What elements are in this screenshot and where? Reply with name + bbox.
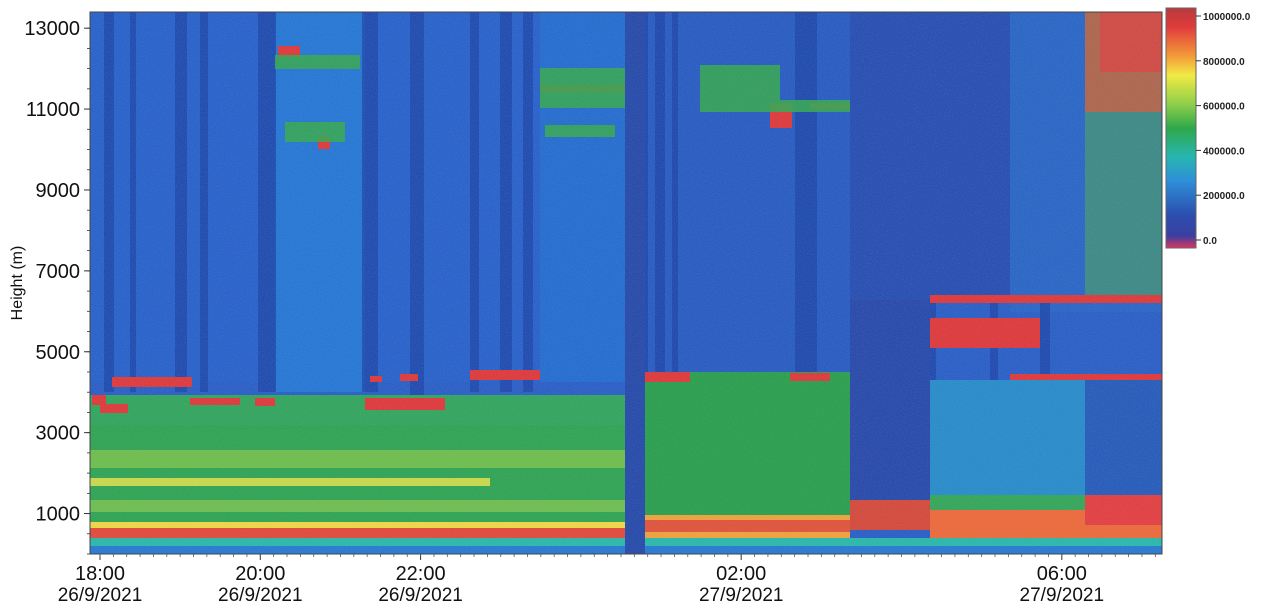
colorbar-labels: 1000000.0 800000.0 600000.0 400000.0 200000.…	[1196, 12, 1251, 247]
y-tick-label: 7000	[36, 261, 81, 283]
colorbar-label: 400000.0	[1203, 146, 1245, 157]
y-tick-label: 5000	[36, 342, 81, 364]
y-tick-label: 3000	[36, 423, 81, 445]
y-tick-label: 9000	[36, 180, 81, 202]
plot-frame	[89, 11, 1163, 555]
y-axis-title: Height (m)	[9, 246, 26, 321]
y-tick-label: 13000	[24, 18, 80, 40]
x-tick-time-label: 06:00	[1037, 563, 1087, 585]
x-axis: 18:0026/9/202120:0026/9/202122:0026/9/20…	[58, 554, 1156, 606]
y-tick-label: 11000	[26, 99, 80, 121]
y-axis: 1000 3000 5000 7000 9000 11000 13000	[24, 18, 90, 555]
x-tick-time-label: 22:00	[396, 563, 446, 585]
colorbar-label: 800000.0	[1203, 57, 1245, 68]
x-tick-date-label: 26/9/2021	[378, 585, 463, 606]
x-tick-date-label: 26/9/2021	[58, 585, 143, 606]
x-tick-time-label: 02:00	[716, 563, 766, 585]
x-tick-date-label: 27/9/2021	[699, 585, 784, 606]
colorbar-label: 600000.0	[1203, 102, 1245, 113]
colorbar-label: 200000.0	[1203, 191, 1245, 202]
x-tick-time-label: 20:00	[235, 563, 285, 585]
y-tick-label: 1000	[36, 504, 81, 526]
colorbar	[1165, 7, 1197, 249]
x-tick-time-label: 18:00	[75, 563, 125, 585]
colorbar-label: 0.0	[1203, 236, 1217, 247]
colorbar-label: 1000000.0	[1203, 12, 1251, 23]
heatmap-field	[90, 12, 1162, 554]
x-tick-date-label: 27/9/2021	[1020, 585, 1105, 606]
x-tick-date-label: 26/9/2021	[218, 585, 303, 606]
